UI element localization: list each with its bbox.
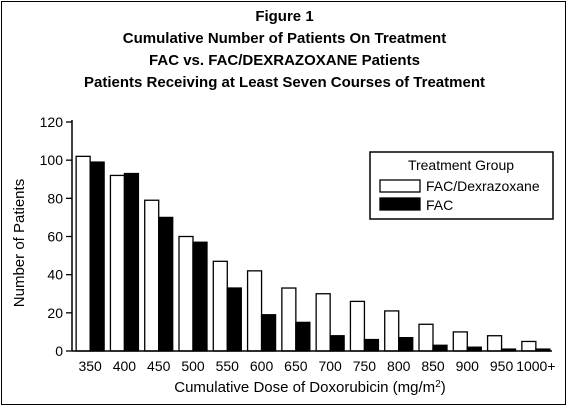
x-tick-label: 600 — [250, 358, 274, 374]
x-axis-label: Cumulative Dose of Doxorubicin (mg/m2) — [174, 379, 446, 397]
bar-fac — [158, 216, 174, 352]
legend-label-fac-dexrazoxane: FAC/Dexrazoxane — [426, 178, 540, 194]
x-tick-label: 850 — [421, 358, 445, 374]
y-tick-label: 120 — [40, 114, 64, 130]
x-tick-label: 750 — [353, 358, 377, 374]
x-tick-label: 650 — [284, 358, 308, 374]
bar-fac — [226, 287, 242, 352]
x-tick-label: 450 — [147, 358, 171, 374]
bar-fac-dexrazoxane — [178, 235, 194, 352]
bar-fac-dexrazoxane — [315, 293, 331, 352]
bar-fac-dexrazoxane — [418, 323, 434, 352]
x-tick-label: 1000+ — [516, 358, 555, 374]
bar-fac — [398, 336, 414, 352]
bar-fac-dexrazoxane — [109, 174, 126, 352]
legend-label-fac: FAC — [426, 197, 453, 213]
bar-fac — [123, 172, 140, 352]
y-tick-label: 0 — [55, 343, 63, 359]
bar-fac — [192, 241, 208, 352]
y-tick-label: 60 — [47, 229, 63, 245]
legend-swatch-fac — [379, 197, 421, 211]
y-axis-label: Number of Patients — [11, 179, 28, 307]
x-axis: 350 400 450 500 550 600 650 700 750 800 850 900 950 1… — [72, 350, 556, 374]
y-axis: 0 20 40 60 80 100 120 — [40, 114, 73, 359]
chart-title: Cumulative Number of Patients On Treatme… — [122, 30, 447, 47]
legend-title: Treatment Group — [408, 157, 514, 173]
legend: Treatment Group FAC/Dexrazoxane FAC — [369, 151, 554, 220]
x-tick-label: 400 — [113, 358, 137, 374]
bar-fac — [295, 321, 311, 352]
bar-fac — [432, 344, 448, 352]
x-tick-label: 500 — [181, 358, 205, 374]
y-tick-label: 100 — [40, 152, 64, 168]
bar-fac-dexrazoxane — [212, 260, 228, 352]
chart-subtitle-2: Patients Receiving at Least Seven Course… — [84, 74, 485, 91]
bar-fac-dexrazoxane — [75, 155, 91, 352]
bar-fac-dexrazoxane — [486, 335, 503, 352]
x-tick-label: 550 — [216, 358, 240, 374]
legend-swatch-fac-dexrazoxane — [379, 179, 421, 193]
x-tick-label: 700 — [318, 358, 342, 374]
chart-subtitle: FAC vs. FAC/DEXRAZOXANE Patients — [149, 52, 420, 69]
bar-fac — [329, 335, 345, 352]
y-tick-label: 80 — [47, 190, 63, 206]
x-tick-label: 900 — [456, 358, 480, 374]
bar-fac-dexrazoxane — [452, 331, 468, 352]
bar-fac — [89, 161, 105, 352]
bar-fac — [363, 338, 380, 352]
bar-fac-dexrazoxane — [521, 340, 537, 352]
bars-group — [75, 155, 551, 352]
bar-fac-dexrazoxane — [246, 270, 263, 352]
bar-fac — [260, 314, 277, 352]
y-tick-label: 20 — [47, 305, 63, 321]
bar-fac-dexrazoxane — [384, 310, 400, 352]
x-tick-label: 350 — [78, 358, 102, 374]
figure-label: Figure 1 — [255, 8, 314, 25]
figure-titles: Figure 1 Cumulative Number of Patients O… — [0, 6, 569, 94]
y-tick-label: 40 — [47, 267, 63, 283]
x-tick-label: 950 — [490, 358, 514, 374]
bar-fac-dexrazoxane — [349, 300, 366, 352]
bar-fac-dexrazoxane — [144, 199, 160, 352]
x-tick-label: 800 — [387, 358, 411, 374]
bar-fac-dexrazoxane — [281, 287, 297, 352]
